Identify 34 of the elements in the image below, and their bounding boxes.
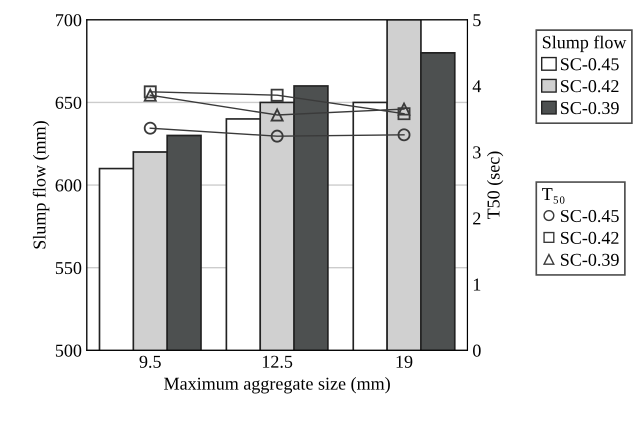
point [398, 107, 410, 120]
legend-label: SC-0.45 [560, 58, 619, 70]
y-tick-label: 600 [56, 179, 82, 192]
y2-tick-label: 5 [473, 14, 481, 26]
point [270, 108, 284, 122]
legend-label: SC-0.42 [560, 232, 618, 244]
point [270, 88, 284, 102]
y2-tick-label: 1 [474, 278, 480, 290]
point [398, 128, 410, 142]
y-axis-title: Slump flow (mm) [32, 121, 50, 249]
y2-axis-title: T50 (sec) [486, 152, 504, 220]
x-tick-label: 19 [396, 356, 412, 368]
y-tick-label: 700 [56, 14, 82, 26]
text: T₅₀ [542, 188, 564, 204]
x-tick-label: 12.5 [262, 356, 292, 368]
y2-tick-label: 4 [472, 80, 482, 92]
x-axis-title: Maximum aggregate size (mm) [164, 377, 390, 394]
point [398, 102, 410, 116]
legend-label: SC-0.39 [560, 102, 619, 114]
y-tick-label: 650 [56, 96, 82, 109]
text: Slump flow [542, 36, 626, 52]
legend-label: SC-0.42 [560, 80, 618, 92]
y2-tick-label: 3 [473, 146, 481, 158]
point [270, 130, 284, 143]
point [144, 85, 157, 98]
y-tick-label: 500 [56, 344, 82, 357]
legend-label: SC-0.39 [560, 254, 619, 266]
y2-tick-label: 0 [473, 344, 481, 357]
y2-tick-label: 2 [473, 212, 480, 224]
point [144, 122, 157, 135]
y-tick-label: 550 [56, 262, 82, 274]
x-tick-label: 9.5 [140, 356, 161, 368]
legend-label: SC-0.45 [560, 210, 619, 222]
point [144, 88, 157, 102]
